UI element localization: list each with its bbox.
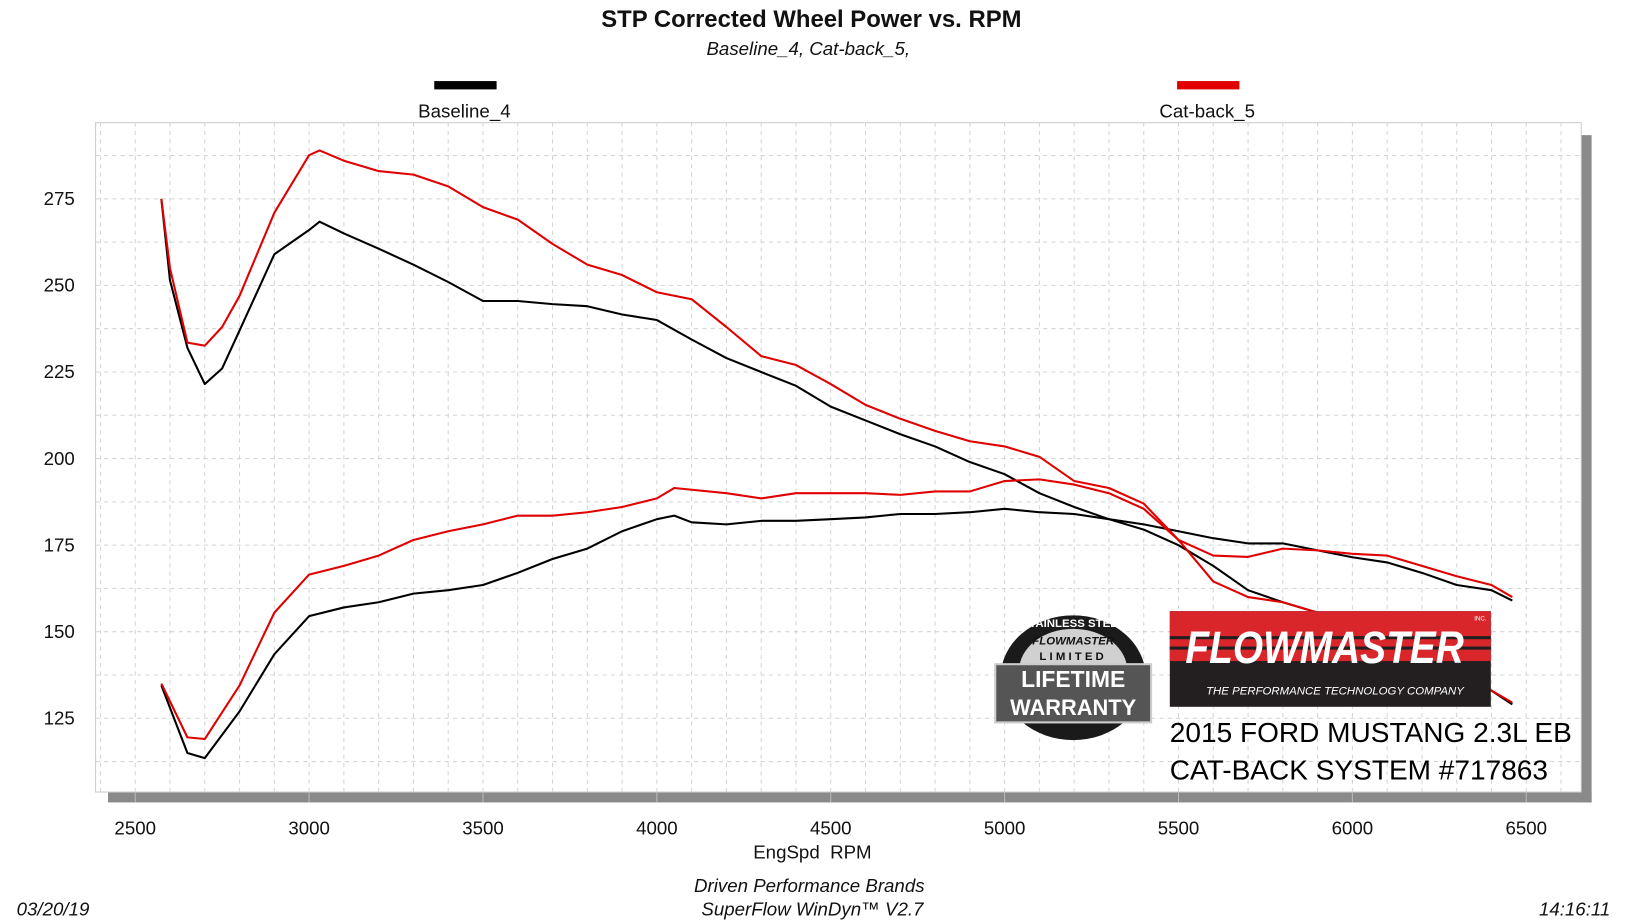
x-tick-label: 3000 <box>288 818 330 839</box>
warranty-warranty-text: WARRANTY <box>1010 695 1136 720</box>
chart-title: STP Corrected Wheel Power vs. RPM <box>601 6 1021 33</box>
series-curves <box>160 149 1513 760</box>
annotation-part: CAT-BACK SYSTEM #717863 <box>1170 755 1548 786</box>
flowmaster-inc: INC. <box>1474 616 1487 623</box>
annotation-vehicle: 2015 FORD MUSTANG 2.3L EB <box>1170 717 1572 748</box>
warranty-lifetime-text: LIFETIME <box>1021 666 1125 692</box>
plot-shadow-bottom <box>108 792 1592 803</box>
footer-company: Driven Performance Brands <box>694 875 925 896</box>
footer-time: 14:16:11 <box>1539 899 1610 920</box>
warranty-limited-text: LIMITED <box>1039 651 1106 663</box>
x-tick-label: 5000 <box>984 818 1026 839</box>
baseline-torque-curve <box>160 198 1513 602</box>
flowmaster-name: FLOWMASTER <box>1185 622 1464 673</box>
legend-swatch-baseline <box>434 81 497 90</box>
chart-subtitle: Baseline_4, Cat-back_5, <box>706 38 910 59</box>
grid <box>95 122 1582 793</box>
y-tick-label: 175 <box>44 534 75 555</box>
catback-torque-curve <box>160 149 1513 704</box>
y-tick-label: 125 <box>44 708 75 729</box>
warranty-brand-text: FLOWMASTER <box>1032 635 1115 647</box>
y-tick-label: 275 <box>44 188 75 209</box>
y-tick-label: 250 <box>44 275 75 296</box>
axis-ticks: 2500 3000 3500 4000 4500 5000 5500 6000 6500 125 1… <box>44 188 1547 839</box>
x-tick-label: 6000 <box>1332 818 1374 839</box>
x-tick-label: 4000 <box>636 818 678 839</box>
x-tick-label: 2500 <box>114 818 156 839</box>
x-tick-label: 3500 <box>462 818 504 839</box>
warranty-logo: STAINLESS STEEL FLOWMASTER LIMITED LIFET… <box>994 615 1153 741</box>
y-tick-label: 150 <box>44 621 75 642</box>
footer-date: 03/20/19 <box>17 899 90 920</box>
footer-software: SuperFlow WinDyn™ V2.7 <box>701 899 924 920</box>
x-tick-label: 4500 <box>810 818 852 839</box>
y-tick-label: 200 <box>44 448 75 469</box>
legend-label-baseline: Baseline_4 <box>418 100 510 122</box>
flowmaster-tagline: THE PERFORMANCE TECHNOLOGY COMPANY <box>1206 685 1465 697</box>
legend-swatch-catback <box>1177 81 1240 90</box>
x-axis-label: EngSpd RPM <box>753 842 871 863</box>
warranty-arc-text: STAINLESS STEEL <box>1022 618 1125 630</box>
catback-power-curve <box>160 478 1513 741</box>
x-tick-label: 5500 <box>1158 818 1200 839</box>
x-tick-label: 6500 <box>1505 818 1547 839</box>
legend-label-catback: Cat-back_5 <box>1159 100 1255 122</box>
legend: Baseline_4 Cat-back_5 <box>418 81 1255 122</box>
flowmaster-logo: FLOWMASTER INC. THE PERFORMANCE TECHNOLO… <box>1169 611 1491 707</box>
y-tick-label: 225 <box>44 361 75 382</box>
plot-shadow-right <box>1581 135 1592 803</box>
